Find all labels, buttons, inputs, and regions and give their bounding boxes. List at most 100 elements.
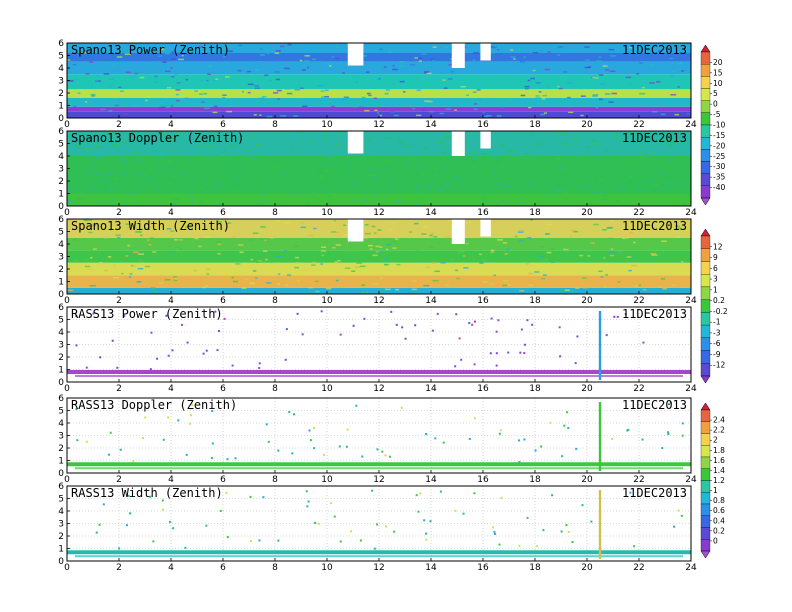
speckle (629, 160, 635, 163)
speckle (174, 198, 179, 200)
speckle (379, 246, 383, 248)
rass-dot (434, 437, 437, 440)
x-tick-label: 2 (116, 563, 122, 573)
speckle (358, 106, 365, 109)
speckle (649, 82, 655, 84)
rass-dot (454, 365, 457, 368)
y-tick-label: 1 (58, 457, 64, 467)
rass-dot (681, 434, 684, 437)
y-tick-label: 0 (58, 114, 64, 124)
speckle (90, 93, 96, 96)
x-tick-label: 24 (685, 475, 697, 485)
speckle (433, 235, 438, 238)
speckle (264, 93, 270, 96)
speckle (461, 170, 464, 173)
speckle (550, 193, 553, 196)
speckle (599, 83, 605, 85)
speckle (106, 173, 112, 175)
speckle (544, 68, 551, 71)
speckle (392, 247, 397, 249)
rass-band (67, 550, 691, 555)
rass-dot (85, 366, 88, 369)
speckle (376, 112, 379, 114)
rass-dot (323, 453, 326, 456)
speckle (610, 220, 614, 222)
speckle (549, 192, 555, 195)
speckle (198, 46, 204, 48)
speckle (269, 64, 274, 66)
x-tick-label: 12 (373, 563, 384, 573)
rass-dot (129, 512, 132, 515)
echo-layer (67, 219, 691, 238)
speckle (361, 140, 366, 142)
rass-dot (468, 321, 471, 324)
speckle (175, 89, 181, 91)
speckle (575, 287, 580, 289)
rass-dot (95, 531, 98, 534)
rass-dot (523, 438, 526, 441)
speckle (171, 51, 175, 53)
speckle (93, 146, 97, 148)
speckle (528, 284, 534, 287)
speckle (334, 57, 340, 60)
speckle (330, 105, 335, 108)
rass-dot (306, 505, 309, 508)
speckle (481, 153, 487, 155)
speckle (232, 236, 236, 238)
speckle (412, 48, 416, 50)
speckle (326, 163, 329, 166)
speckle (94, 154, 99, 157)
rass-dot (523, 351, 526, 354)
speckle (304, 59, 310, 62)
speckle (238, 167, 242, 169)
speckle (120, 157, 125, 159)
speckle (672, 284, 676, 287)
rass-dot (492, 526, 495, 529)
speckle (625, 76, 632, 79)
speckle (320, 250, 327, 252)
speckle (464, 291, 467, 294)
speckle (213, 105, 218, 108)
speckle (439, 112, 445, 115)
rass-dot (518, 439, 521, 442)
x-tick-label: 2 (116, 384, 122, 394)
speckle (99, 261, 103, 264)
speckle (216, 221, 222, 223)
speckle (184, 223, 191, 226)
speckle (522, 56, 526, 58)
speckle (421, 53, 427, 55)
speckle (527, 79, 531, 82)
speckle (424, 100, 429, 102)
speckle (623, 261, 627, 263)
speckle (298, 192, 301, 195)
speckle (646, 45, 652, 47)
x-tick-label: 0 (64, 475, 70, 485)
speckle (416, 89, 421, 92)
speckle (359, 265, 366, 268)
rass-dot (497, 319, 500, 322)
speckle (252, 270, 257, 272)
rass-dot (471, 323, 474, 326)
rass-dot (76, 439, 79, 442)
rass-dot (431, 329, 434, 332)
y-tick-label: 0 (58, 557, 64, 567)
colorbar-label: -10 (713, 121, 725, 130)
speckle (321, 246, 327, 249)
rass-dot (629, 491, 632, 494)
rass-dot (460, 358, 463, 361)
speckle (323, 131, 329, 134)
speckle (364, 232, 371, 235)
colorbar-label: 0.4 (713, 516, 725, 525)
speckle (442, 89, 446, 91)
speckle (542, 94, 547, 97)
speckle (245, 247, 252, 249)
speckle (518, 229, 525, 231)
speckle (326, 194, 331, 197)
speckle (500, 91, 505, 93)
rass-dot (185, 453, 188, 456)
echo-layers (67, 131, 691, 206)
rass-dot (205, 524, 208, 527)
speckle (477, 98, 482, 101)
speckle (681, 70, 684, 72)
speckle (432, 168, 439, 170)
